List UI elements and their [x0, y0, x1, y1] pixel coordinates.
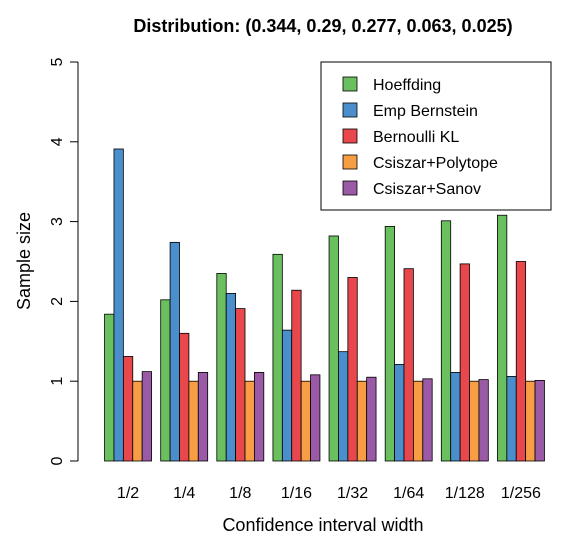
chart-title: Distribution: (0.344, 0.29, 0.277, 0.063…: [133, 16, 512, 36]
legend-swatch: [342, 154, 358, 170]
bar: [338, 351, 349, 462]
x-axis-label: Confidence interval width: [222, 515, 423, 535]
bar: [254, 372, 265, 462]
x-axis-tick-labels: 1/2 1/4 1/8 1/16 1/32 1/64 1/128 1/256: [117, 485, 541, 502]
bar: [366, 376, 377, 462]
bar: [272, 253, 283, 462]
x-tick-label: 1/4: [173, 485, 195, 502]
bar: [422, 378, 433, 462]
y-tick-label: 3: [49, 217, 66, 226]
legend-entry: Csiszar+Polytope: [373, 155, 498, 172]
bar: [281, 329, 293, 462]
bar: [394, 364, 405, 462]
bar: [160, 299, 171, 462]
bar: [141, 371, 152, 462]
x-tick-label: 1/64: [393, 485, 424, 502]
bar: [113, 148, 124, 462]
bars: [104, 148, 545, 462]
bar: [197, 372, 209, 462]
bar: [356, 380, 368, 462]
y-tick-label: 0: [49, 456, 66, 465]
bar: [235, 308, 246, 462]
bar: [469, 380, 480, 462]
legend-swatch: [342, 180, 358, 196]
y-axis-label: Sample size: [14, 212, 34, 310]
bar: [132, 380, 143, 462]
legend-box: [320, 61, 552, 211]
x-tick-label: 1/256: [501, 485, 541, 502]
bar: [310, 374, 321, 462]
x-tick-label: 1/128: [445, 485, 485, 502]
bar: [450, 372, 461, 462]
legend-entry: Hoeffding: [373, 77, 441, 94]
legend-entry: Emp Bernstein: [373, 103, 478, 120]
bar: [300, 380, 311, 462]
bar: [347, 277, 358, 462]
bar: [384, 225, 395, 462]
bar: [104, 313, 115, 462]
legend-swatch: [342, 128, 358, 144]
bar: [412, 380, 424, 462]
y-tick-label: 2: [49, 297, 66, 306]
bar: [169, 241, 180, 462]
x-tick-label: 1/16: [281, 485, 312, 502]
bar: [497, 214, 508, 462]
x-tick-label: 1/8: [229, 485, 251, 502]
bar: [506, 376, 517, 462]
bar: [225, 293, 237, 462]
legend-entry: Bernoulli KL: [373, 129, 459, 146]
bar: [525, 380, 536, 462]
bar: [440, 220, 452, 462]
bar: [534, 379, 545, 462]
y-tick-label: 1: [49, 377, 66, 386]
y-axis: 0 1 2 3 4 5: [49, 57, 79, 465]
bar: [403, 268, 414, 462]
x-tick-label: 1/2: [117, 485, 139, 502]
bar: [122, 356, 134, 462]
x-tick-label: 1/32: [337, 485, 368, 502]
bar: [291, 289, 302, 462]
bar: [188, 380, 199, 462]
legend: Hoeffding Emp Bernstein Bernoulli KL Csisza…: [320, 61, 552, 211]
legend-swatch: [342, 76, 358, 92]
bar: [515, 261, 527, 462]
bar: [179, 332, 190, 462]
y-tick-label: 5: [49, 57, 66, 66]
y-tick-label: 4: [49, 137, 66, 146]
bar: [216, 273, 227, 462]
bar: [328, 235, 339, 462]
bar: [478, 379, 489, 462]
legend-entry: Csiszar+Sanov: [373, 181, 481, 198]
bar: [244, 380, 255, 462]
legend-swatch: [342, 102, 358, 118]
bar: [459, 263, 470, 462]
